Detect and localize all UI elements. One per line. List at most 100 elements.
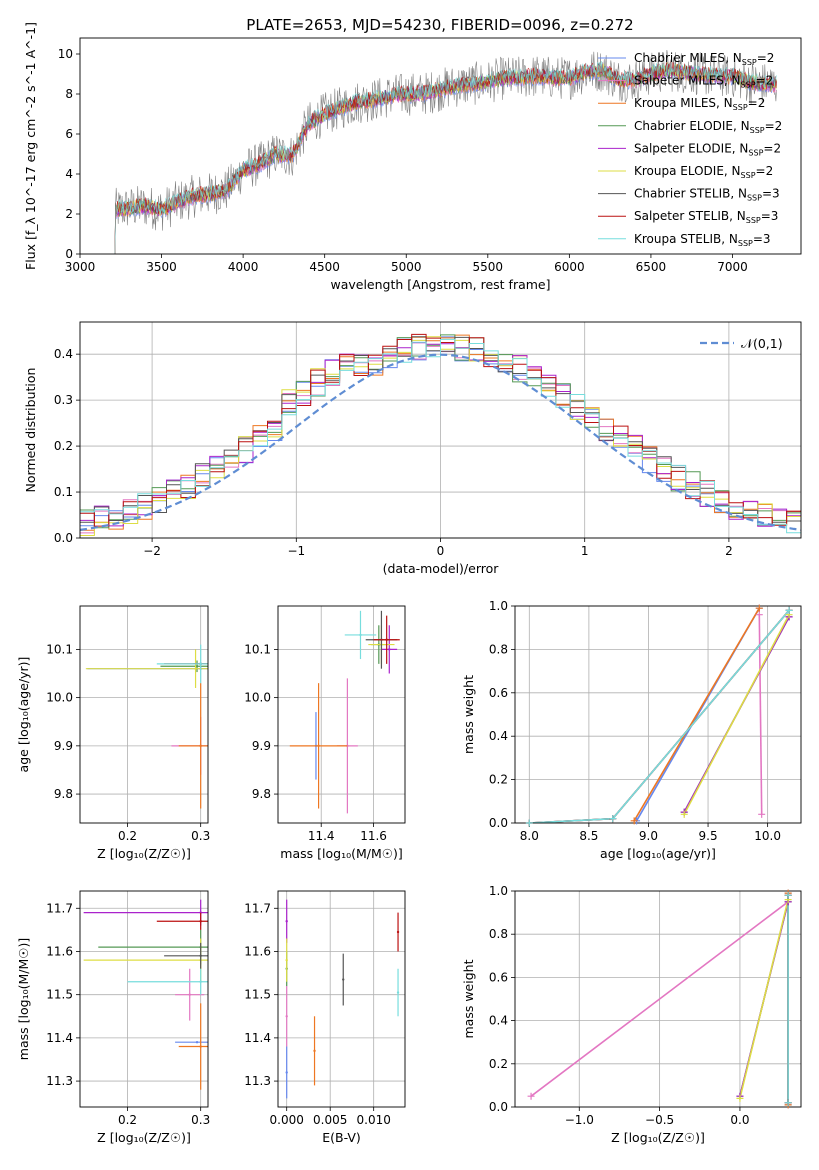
data-point-9: [359, 633, 362, 637]
y-tick-label: 0.2: [54, 439, 73, 453]
weight-marker-6: [736, 1094, 744, 1102]
weight-line-6: [739, 899, 789, 1099]
panels-layer: 3000 3500 4000 4500 5000 5500 6000 6500 7000 0 2 4 6…: [16, 22, 802, 1145]
panel-residuals: −2 −1 0 1 2 0.0 0.1 0.2 0.3 0.4 (data-model)/error…: [23, 321, 802, 576]
y-tick-label: 1.0: [489, 599, 508, 613]
plot-area-age-mass: [289, 610, 400, 814]
data-point-5: [388, 648, 391, 651]
weight-marker-2: [758, 810, 766, 818]
x-tick-label: −1.0: [565, 1113, 594, 1127]
y-tick-label: 9.9: [252, 739, 271, 753]
y-tick-label: 11.6: [46, 944, 73, 958]
x-tick-label: 8.5: [579, 829, 598, 843]
x-tick-label: 0.000: [270, 1113, 304, 1127]
legend-label-9: Kroupa STELIB, NSSP=3: [634, 232, 771, 248]
x-tick-label: 1: [581, 544, 589, 558]
legend-label-5: Salpeter ELODIE, NSSP=2: [634, 141, 781, 157]
panel-spectrum: 3000 3500 4000 4500 5000 5500 6000 6500 7000 0 2 4 6…: [23, 22, 802, 292]
x-axis-label: Z [log₁₀(Z/Z☉)]: [97, 846, 191, 861]
x-tick-label: 9.0: [639, 829, 658, 843]
x-tick-label: 2: [725, 544, 733, 558]
spectrum-model-line-5: [114, 63, 777, 254]
data-point-9: [199, 662, 202, 666]
spectrum-model-line-9: [114, 60, 777, 254]
x-tick-label: 0.3: [191, 1113, 210, 1127]
data-point-8: [199, 920, 202, 923]
x-axis-label: Z [log₁₀(Z/Z☉)]: [611, 1130, 705, 1145]
y-axis-label: age [log₁₀(age/yr)]: [16, 657, 31, 773]
y-tick-label: 0: [65, 247, 73, 261]
x-tick-label: −0.5: [645, 1113, 674, 1127]
panel-mass-z: 0.2 0.3 11.3 11.4 11.5 11.6 11.7 Z [log₁₀(Z/Z☉)…: [16, 890, 210, 1145]
x-axis-label: Z [log₁₀(Z/Z☉)]: [97, 1130, 191, 1145]
x-axis-label: mass [log₁₀(M/M☉)]: [280, 846, 402, 861]
axes-frame: [277, 890, 406, 1108]
histogram-series-9: [80, 338, 801, 534]
y-tick-label: 0.4: [489, 729, 508, 743]
weight-marker-2: [755, 611, 763, 619]
x-tick-label: 3000: [65, 260, 96, 274]
plot-area-mass-z: [83, 899, 208, 1090]
data-point-6: [285, 958, 288, 962]
weight-marker-3: [755, 604, 763, 612]
axes-frame: [514, 605, 802, 824]
figure-title: PLATE=2653, MJD=54230, FIBERID=0096, z=0…: [246, 16, 633, 34]
y-tick-label: 11.7: [244, 901, 271, 915]
data-point-2: [188, 993, 191, 996]
weight-line-2: [530, 901, 789, 1097]
weight-marker-2: [527, 1092, 535, 1100]
weight-marker-9: [785, 606, 793, 614]
weight-marker-6: [680, 810, 688, 818]
weight-line-8: [529, 609, 790, 823]
x-axis-label: (data-model)/error: [383, 561, 500, 576]
y-tick-label: 0.4: [489, 1014, 508, 1028]
x-tick-label: 9.5: [699, 829, 718, 843]
legend-label-8: Salpeter STELIB, NSSP=3: [634, 209, 778, 225]
x-tick-label: 11.6: [360, 829, 387, 843]
spectrum-model-line-4: [114, 64, 777, 254]
x-tick-label: 4000: [228, 260, 259, 274]
y-axis-label: mass [log₁₀(M/M☉)]: [16, 938, 31, 1060]
x-tick-label: 8.0: [520, 829, 539, 843]
y-tick-label: 6: [65, 127, 73, 141]
x-axis-label: wavelength [Angstrom, rest frame]: [330, 277, 550, 292]
y-tick-label: 8: [65, 87, 73, 101]
data-point-3: [199, 744, 202, 748]
x-tick-label: 6000: [554, 260, 585, 274]
plot-area-age-z: [85, 644, 208, 809]
axes-frame: [277, 605, 406, 824]
data-point-7: [342, 978, 345, 981]
y-tick-label: 0.0: [489, 1100, 508, 1114]
weight-marker-9: [609, 815, 617, 823]
x-tick-label: 0: [437, 544, 445, 558]
data-point-1: [195, 1041, 199, 1044]
data-point-2: [285, 1015, 288, 1018]
plot-area-massweight-age: [529, 607, 790, 823]
x-tick-label: 3500: [146, 260, 177, 274]
weight-line-3: [633, 607, 760, 822]
y-tick-label: 11.5: [46, 988, 73, 1002]
x-tick-label: −1: [287, 544, 305, 558]
data-point-8: [396, 930, 400, 934]
normal-distribution-curve: [80, 353, 801, 531]
axes-frame: [79, 605, 209, 824]
data-point-4: [195, 665, 199, 668]
x-axis-label: E(B-V): [322, 1130, 361, 1145]
y-tick-label: 11.3: [244, 1074, 271, 1088]
weight-marker-9: [525, 819, 533, 827]
y-axis-label: mass weight: [461, 959, 476, 1038]
x-tick-label: −2: [143, 544, 161, 558]
normal-legend-label: 𝒩(0,1): [741, 336, 783, 351]
legend-label-1: Chabrier MILES, NSSP=2: [634, 51, 774, 67]
weight-line-2: [758, 614, 763, 815]
panel-massweight-age: 8.0 8.5 9.0 9.5 10.0 0.0 0.2 0.4 0.6 0.8 1.0 age [l…: [461, 599, 802, 861]
y-tick-label: 0.6: [489, 970, 508, 984]
y-axis-label: mass weight: [461, 675, 476, 754]
x-tick-label: 0.2: [118, 1113, 137, 1127]
x-tick-label: 0.0: [730, 1113, 749, 1127]
y-tick-label: 10.0: [244, 691, 271, 705]
y-tick-label: 10.1: [46, 642, 73, 656]
legend-label-6: Kroupa ELODIE, NSSP=2: [634, 164, 773, 180]
legend-label-7: Chabrier STELIB, NSSP=3: [634, 187, 780, 203]
x-tick-label: 0.010: [357, 1113, 391, 1127]
